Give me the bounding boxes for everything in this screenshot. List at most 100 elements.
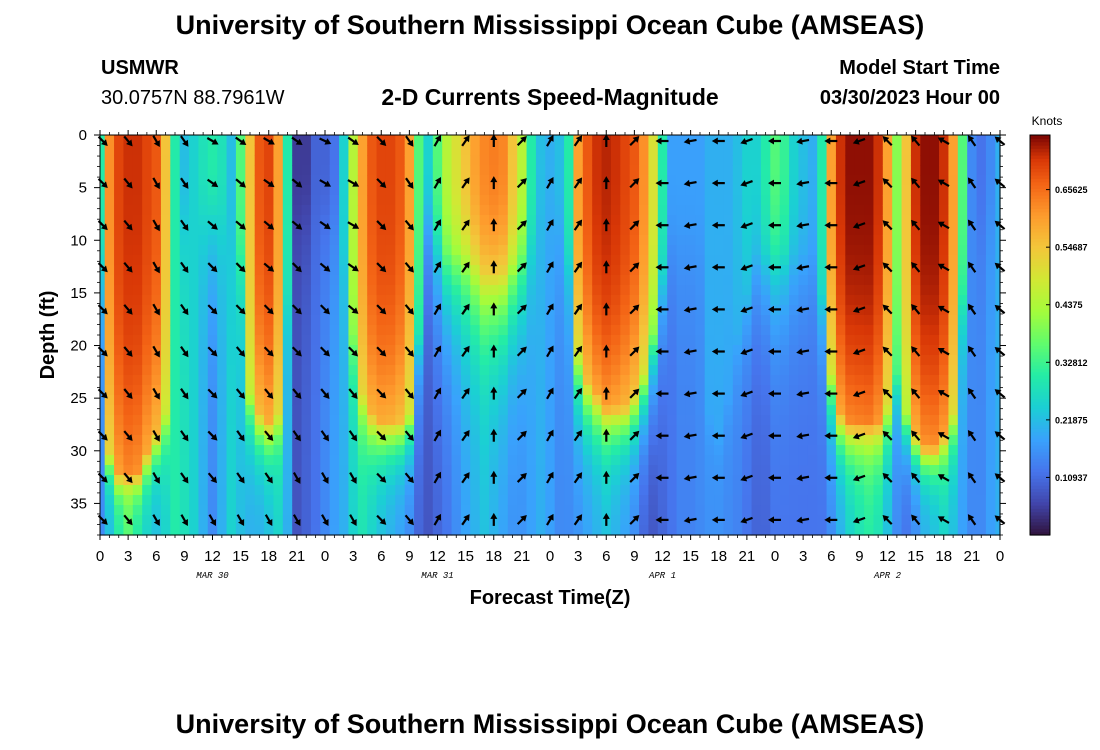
heatmap-cell [301, 365, 312, 376]
heatmap-cell [939, 335, 950, 346]
current-arrow [461, 514, 470, 526]
heatmap-cell [414, 325, 425, 336]
heatmap-cell [339, 425, 350, 436]
heatmap-cell [123, 185, 134, 196]
heatmap-cell [817, 495, 828, 506]
heatmap-cell [489, 505, 500, 516]
heatmap-cell [639, 375, 650, 386]
heatmap-cell [235, 145, 246, 156]
current-arrow [629, 514, 640, 525]
heatmap-cell [348, 445, 359, 456]
current-arrow [376, 514, 387, 525]
heatmap-cell [460, 295, 471, 306]
heatmap-cell [339, 525, 350, 536]
heatmap-cell [498, 365, 509, 376]
heatmap-cell [535, 335, 546, 346]
heatmap-cell [826, 495, 837, 506]
current-arrow [711, 432, 725, 440]
current-arrow [911, 135, 921, 147]
heatmap-cell [460, 145, 471, 156]
arrow-head [740, 306, 748, 314]
heatmap-cell [545, 475, 556, 486]
current-arrow [152, 429, 160, 442]
heatmap-cell [732, 145, 743, 156]
heatmap-cell [170, 375, 181, 386]
heatmap-cell [995, 285, 1001, 296]
current-arrow [740, 390, 753, 398]
heatmap-cell [873, 145, 884, 156]
heatmap-cell [273, 365, 284, 376]
heatmap-cell [929, 235, 940, 246]
arrow-head [768, 137, 774, 145]
arrow-head [796, 348, 803, 356]
heatmap-cell [817, 205, 828, 216]
heatmap-cell [760, 505, 771, 516]
current-arrow [292, 388, 302, 399]
heatmap-cell [226, 265, 237, 276]
heatmap-cell [348, 405, 359, 416]
heatmap-cell [442, 355, 453, 366]
arrow-head [967, 472, 975, 479]
heatmap-cell [995, 505, 1001, 516]
heatmap-cell [160, 405, 171, 416]
heatmap-cell [517, 375, 528, 386]
heatmap-cell [104, 415, 115, 426]
heatmap-cell [807, 145, 818, 156]
heatmap-cell [526, 505, 537, 516]
heatmap-cell [273, 165, 284, 176]
heatmap-cell [770, 525, 781, 536]
heatmap-cell [329, 315, 340, 326]
heatmap-cell [339, 485, 350, 496]
heatmap-cell [948, 475, 959, 486]
heatmap-cell [320, 185, 331, 196]
heatmap-cell [423, 355, 434, 366]
heatmap-cell [610, 265, 621, 276]
heatmap-cell [348, 455, 359, 466]
arrow-head [768, 516, 774, 524]
heatmap-cell [920, 525, 931, 536]
heatmap-cell [179, 465, 190, 476]
heatmap-cell [100, 255, 106, 266]
heatmap-cell [967, 465, 978, 476]
heatmap-cell [685, 185, 696, 196]
heatmap-cell [348, 365, 359, 376]
heatmap-cell [301, 415, 312, 426]
heatmap-cell [432, 185, 443, 196]
heatmap-cell [826, 185, 837, 196]
current-arrow [882, 220, 893, 231]
heatmap-cell [723, 275, 734, 286]
current-arrow [629, 472, 640, 483]
heatmap-cell [714, 235, 725, 246]
heatmap-cell [892, 225, 903, 236]
heatmap-cell [142, 295, 153, 306]
heatmap-cell [282, 465, 293, 476]
heatmap-cell [100, 485, 106, 496]
heatmap-cell [920, 435, 931, 446]
heatmap-cell [779, 135, 790, 146]
heatmap-cell [770, 155, 781, 166]
heatmap-cell [339, 355, 350, 366]
arrow-head [967, 514, 975, 522]
heatmap-cell [160, 175, 171, 186]
heatmap-cell [948, 375, 959, 386]
heatmap-cell [198, 415, 209, 426]
heatmap-cell [817, 345, 828, 356]
arrow-head [322, 476, 329, 484]
heatmap-cell [695, 445, 706, 456]
current-arrow [404, 472, 414, 484]
heatmap-cell [179, 325, 190, 336]
heatmap-cell [639, 505, 650, 516]
heatmap-cell [170, 325, 181, 336]
heatmap-cell [545, 495, 556, 506]
heatmap-cell [179, 445, 190, 456]
heatmap-cell [198, 275, 209, 286]
heatmap-cell [948, 175, 959, 186]
heatmap-cell [442, 385, 453, 396]
heatmap-cell [507, 225, 518, 236]
heatmap-cell [742, 445, 753, 456]
heatmap-cell [376, 495, 387, 506]
heatmap-cell [704, 385, 715, 396]
heatmap-cell [100, 395, 106, 406]
heatmap-cell [807, 245, 818, 256]
heatmap-cell [620, 495, 631, 506]
